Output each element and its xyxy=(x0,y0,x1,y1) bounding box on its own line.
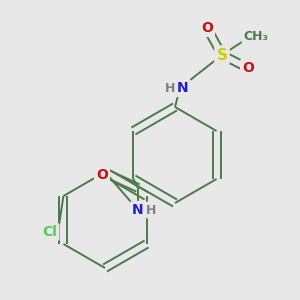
Text: O: O xyxy=(242,61,254,75)
Text: H: H xyxy=(165,82,175,94)
Text: N: N xyxy=(177,81,189,95)
Text: O: O xyxy=(96,168,108,182)
Text: S: S xyxy=(217,47,227,62)
Text: CH₃: CH₃ xyxy=(244,29,268,43)
Text: O: O xyxy=(201,21,213,35)
Text: N: N xyxy=(132,203,144,217)
Text: Cl: Cl xyxy=(43,225,57,239)
Text: H: H xyxy=(146,203,156,217)
